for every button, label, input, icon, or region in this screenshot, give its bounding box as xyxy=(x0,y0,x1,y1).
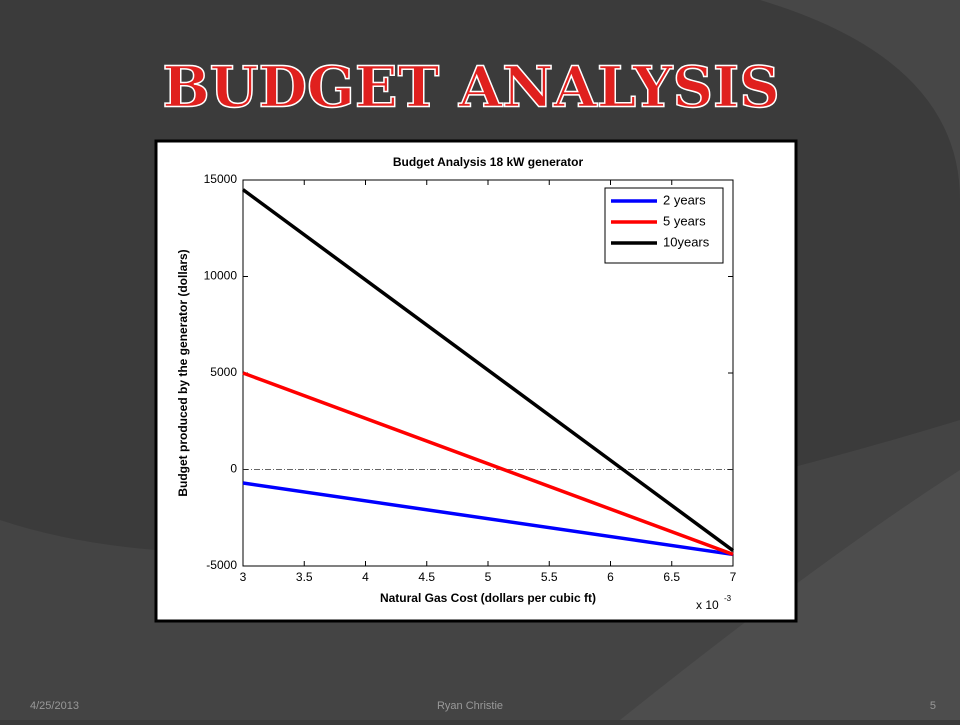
y-tick-label: 5000 xyxy=(210,365,237,379)
x-tick-label: 4 xyxy=(362,570,369,584)
x-tick-label: 5 xyxy=(485,570,492,584)
chart: Budget Analysis 18 kW generator Natural G… xyxy=(176,155,736,612)
legend-label: 10years xyxy=(663,234,710,249)
x-tick-label: 3 xyxy=(240,570,247,584)
series-line xyxy=(242,371,734,557)
x-tick-label: 7 xyxy=(730,570,737,584)
y-tick-label: 15000 xyxy=(204,172,238,186)
x-tick-label: 6 xyxy=(607,570,614,584)
footer-page: 5 xyxy=(930,700,936,712)
footer-author: Ryan Christie xyxy=(437,700,503,712)
slide-title: BUDGET ANALYSIS xyxy=(162,55,779,121)
y-tick-label: 10000 xyxy=(204,269,238,283)
series-line xyxy=(241,188,735,552)
legend-label: 5 years xyxy=(663,213,706,228)
y-axis-label: Budget produced by the generator (dollar… xyxy=(176,249,190,496)
x-exponent: -3 xyxy=(724,594,732,603)
series-line xyxy=(242,481,734,557)
legend-label: 2 years xyxy=(663,192,706,207)
chart-title: Budget Analysis 18 kW generator xyxy=(393,155,584,169)
x-tick-label: 6.5 xyxy=(663,570,680,584)
x-axis-label: Natural Gas Cost (dollars per cubic ft) xyxy=(380,591,596,605)
x-tick-label: 4.5 xyxy=(418,570,435,584)
x-tick-label: 5.5 xyxy=(541,570,558,584)
y-tick-label: -5000 xyxy=(206,558,237,572)
x-multiplier: x 10 xyxy=(696,598,719,612)
footer-date: 4/25/2013 xyxy=(30,700,79,712)
decoration xyxy=(760,0,960,200)
y-tick-label: 0 xyxy=(230,462,237,476)
x-tick-label: 3.5 xyxy=(296,570,313,584)
